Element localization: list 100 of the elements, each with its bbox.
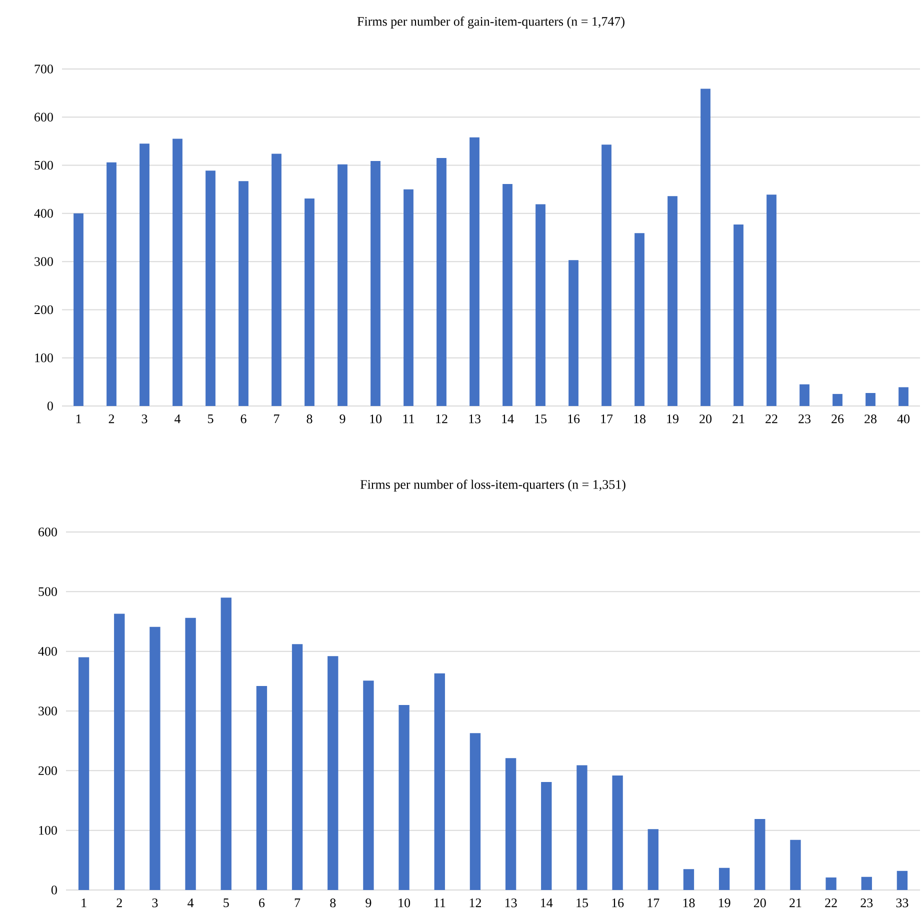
chart-title: Firms per number of loss-item-quarters (n = 1,351)	[360, 480, 626, 492]
y-tick-label: 400	[34, 209, 53, 218]
bar	[754, 818, 766, 890]
x-tick-label: 13	[505, 898, 517, 908]
y-tick-label: 300	[38, 706, 57, 716]
bar	[363, 680, 374, 890]
x-tick-label: 16	[612, 898, 624, 908]
x-tick-label: 8	[330, 898, 336, 908]
x-tick-label: 20	[754, 898, 766, 908]
x-tick-label: 10	[398, 898, 410, 908]
x-tick-label: 15	[535, 414, 547, 424]
x-tick-label: 3	[152, 898, 158, 908]
bar	[800, 384, 810, 406]
x-tick-label: 4	[188, 898, 194, 908]
x-tick-label: 13	[469, 414, 481, 424]
bar	[338, 164, 348, 406]
x-tick-label: 2	[116, 898, 122, 908]
y-tick-label: 600	[34, 112, 53, 122]
bar	[832, 394, 842, 406]
bar	[78, 657, 90, 890]
bar	[766, 194, 776, 406]
y-tick-label: 600	[38, 528, 57, 536]
x-tick-label: 23	[860, 898, 873, 908]
bar	[304, 198, 314, 406]
x-tick-label: 7	[274, 414, 280, 424]
x-tick-label: 10	[370, 414, 382, 424]
x-tick-label: 20	[700, 414, 712, 424]
x-tick-label: 6	[240, 414, 246, 424]
x-tick-label: 11	[403, 414, 414, 424]
x-tick-label: 33	[896, 898, 908, 908]
bar	[150, 626, 160, 890]
bar	[718, 868, 730, 890]
x-tick-label: 16	[568, 414, 580, 424]
bar	[328, 656, 338, 890]
x-tick-label: 14	[541, 898, 553, 908]
x-tick-label: 26	[832, 414, 844, 424]
x-tick-label: 12	[470, 898, 481, 908]
x-tick-label: 19	[718, 898, 730, 908]
bar	[74, 213, 84, 406]
bar	[502, 184, 512, 406]
bar	[576, 765, 588, 890]
bar	[541, 782, 552, 890]
bar	[536, 204, 546, 406]
bar	[238, 181, 248, 406]
y-tick-label: 500	[34, 160, 53, 170]
bar	[505, 758, 516, 890]
bar	[106, 162, 116, 406]
y-tick-label: 100	[39, 826, 57, 835]
bar	[140, 144, 150, 406]
x-tick-label: 14	[502, 414, 514, 424]
bar	[568, 260, 578, 406]
bar	[292, 644, 303, 890]
bar	[206, 170, 216, 406]
x-tick-label: 17	[648, 898, 660, 908]
x-tick-label: 6	[259, 898, 265, 908]
bar	[790, 840, 801, 890]
x-tick-label: 1	[82, 898, 86, 908]
x-tick-label: 23	[798, 414, 811, 424]
x-tick-label: 40	[897, 414, 910, 424]
bar	[272, 154, 282, 406]
x-tick-label: 21	[732, 414, 744, 424]
bar	[398, 705, 410, 890]
x-tick-label: 28	[864, 414, 877, 424]
bar	[700, 88, 710, 406]
bar	[470, 137, 480, 406]
x-tick-label: 15	[576, 898, 588, 908]
bar	[602, 144, 612, 406]
x-tick-label: 21	[790, 898, 802, 908]
bar	[612, 775, 623, 890]
x-tick-label: 18	[634, 414, 646, 424]
bar	[370, 160, 380, 406]
y-tick-label: 0	[51, 886, 57, 894]
bar	[470, 733, 481, 890]
x-tick-label: 17	[601, 414, 613, 424]
y-tick-label: 400	[38, 646, 57, 656]
bar	[220, 598, 232, 890]
bar	[634, 233, 644, 406]
chart-title: Firms per number of gain-item-quarters (n = 1,747)	[357, 16, 624, 28]
x-tick-label: 1	[76, 414, 81, 424]
x-tick-label: 4	[174, 414, 181, 424]
x-tick-label: 5	[208, 414, 214, 424]
bar	[668, 196, 678, 406]
bar	[434, 673, 445, 890]
bar	[648, 829, 658, 890]
bar	[861, 876, 872, 890]
x-tick-label: 19	[667, 414, 678, 424]
bar	[826, 877, 836, 890]
x-tick-label: 2	[108, 414, 114, 424]
bar	[114, 614, 125, 890]
bar	[896, 870, 908, 890]
x-tick-label: 22	[825, 898, 837, 908]
y-tick-label: 0	[47, 402, 53, 410]
bar	[256, 686, 268, 890]
x-tick-label: 8	[306, 414, 312, 424]
x-tick-label: 18	[683, 898, 695, 908]
bar	[172, 138, 182, 406]
y-tick-label: 200	[38, 766, 57, 776]
x-tick-label: 9	[340, 414, 346, 424]
y-tick-label: 100	[35, 353, 53, 362]
x-tick-label: 12	[436, 414, 448, 424]
